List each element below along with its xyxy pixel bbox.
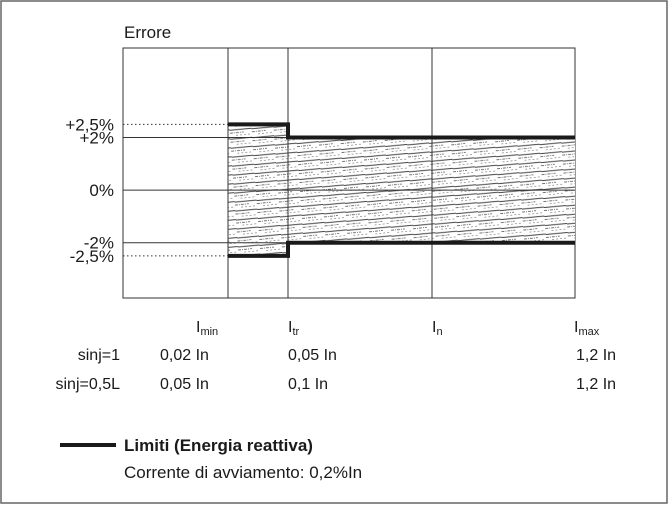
upper-limit-line xyxy=(228,122,575,140)
row-sinj-05l-imax: 1,2 In xyxy=(576,376,616,393)
row-label-sinj-05l: sinj=0,5L xyxy=(56,376,121,393)
x-tick-label: Imax xyxy=(574,319,600,338)
y-tick-label: -2% xyxy=(84,234,114,253)
row-sinj-05l-imin: 0,05 In xyxy=(160,376,209,393)
lower-limit-line xyxy=(228,240,575,258)
row-sinj-1-imin: 0,02 In xyxy=(160,347,209,364)
y-tick-label: +2% xyxy=(80,128,115,147)
y-tick-label: -2,5% xyxy=(70,247,114,266)
y-tick-label: +2,5% xyxy=(65,115,114,134)
row-sinj-1-itr: 0,05 In xyxy=(288,347,337,364)
x-tick-label: Itr xyxy=(288,319,300,338)
y-tick-label: 0% xyxy=(89,181,114,200)
row-label-sinj-1: sinj=1 xyxy=(78,347,120,364)
legend-note: Corrente di avviamento: 0,2%In xyxy=(124,463,362,482)
chart-title: Errore xyxy=(124,23,171,42)
legend-limit-label: Limiti (Energia reattiva) xyxy=(124,436,313,455)
x-tick-label: Imin xyxy=(196,319,218,338)
row-sinj-1-imax: 1,2 In xyxy=(576,347,616,364)
x-tick-label: In xyxy=(432,319,443,338)
row-sinj-05l-itr: 0,1 In xyxy=(288,376,328,393)
